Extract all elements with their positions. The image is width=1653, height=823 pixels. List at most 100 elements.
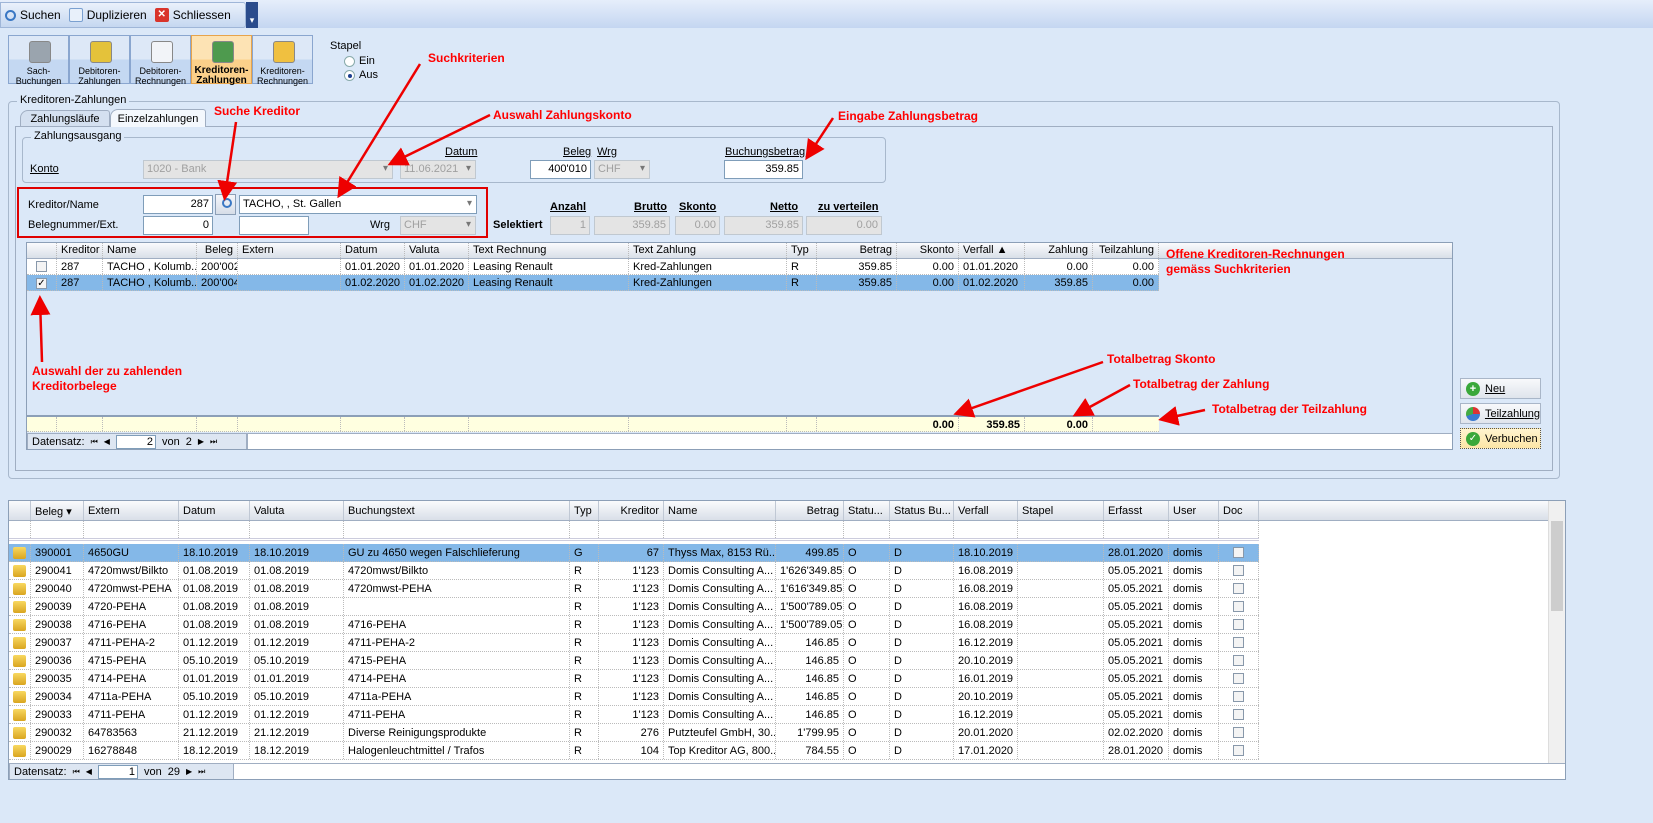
module-button-4[interactable]: Kreditoren- Rechnungen [252, 35, 313, 86]
filter-cell[interactable] [1018, 521, 1104, 538]
module-button-1[interactable]: Debitoren- Zahlungen [69, 35, 130, 86]
doc-checkbox[interactable] [1233, 691, 1244, 702]
column-header[interactable]: Valuta [405, 243, 469, 258]
table-row[interactable]: 290041 4720mwst/Bilkto 01.08.2019 01.08.201… [9, 562, 1259, 580]
scrollbar-thumb[interactable] [1551, 521, 1563, 611]
table-row[interactable]: 287 TACHO , Kolumb... 200'002 01.01.2020 01.… [27, 259, 1159, 275]
column-header[interactable]: Betrag [776, 501, 844, 520]
select-checkbox[interactable] [36, 261, 47, 272]
doc-cell[interactable] [1219, 742, 1259, 759]
column-header[interactable]: Zahlung [1025, 243, 1093, 258]
select-checkbox[interactable]: ✓ [36, 278, 47, 289]
filter-cell[interactable] [776, 521, 844, 538]
doc-checkbox[interactable] [1233, 637, 1244, 648]
nav-prev-button[interactable]: ◀ [103, 437, 110, 446]
column-header[interactable]: Doc [1219, 501, 1259, 520]
stapel-ein-radio[interactable]: Ein [344, 55, 378, 67]
column-header[interactable]: Betrag [817, 243, 897, 258]
column-header[interactable]: Beleg ▾ [31, 501, 84, 520]
doc-checkbox[interactable] [1233, 583, 1244, 594]
column-header[interactable]: Extern [238, 243, 341, 258]
teilzahlung-button[interactable]: Teilzahlung [1460, 403, 1541, 424]
doc-cell[interactable] [1219, 598, 1259, 615]
column-header[interactable]: Text Rechnung [469, 243, 629, 258]
filter-cell[interactable] [250, 521, 344, 538]
nav-last-button[interactable]: ⏭ [209, 436, 218, 446]
buchungsbetrag-input[interactable]: 359.85 [724, 160, 803, 179]
doc-cell[interactable] [1219, 562, 1259, 579]
filter-cell[interactable] [954, 521, 1018, 538]
column-header[interactable]: Verfall ▲ [959, 243, 1025, 258]
column-header[interactable]: Valuta [250, 501, 344, 520]
column-header[interactable]: Skonto [897, 243, 959, 258]
doc-checkbox[interactable] [1233, 745, 1244, 756]
doc-cell[interactable] [1219, 724, 1259, 741]
doc-checkbox[interactable] [1233, 601, 1244, 612]
filter-cell[interactable] [844, 521, 890, 538]
column-header[interactable]: Teilzahlung [1093, 243, 1159, 258]
filter-cell[interactable] [1219, 521, 1259, 538]
column-header[interactable]: Statu... [844, 501, 890, 520]
table-row[interactable]: 290034 4711a-PEHA 05.10.2019 05.10.2019 4711… [9, 688, 1259, 706]
column-header[interactable]: Buchungstext [344, 501, 570, 520]
extern-input[interactable] [239, 216, 309, 235]
neu-button[interactable]: + Neu [1460, 378, 1541, 399]
datum-picker[interactable]: 11.06.2021 [400, 160, 476, 179]
column-header[interactable]: Typ [787, 243, 817, 258]
doc-checkbox[interactable] [1233, 655, 1244, 666]
filter-cell[interactable] [599, 521, 664, 538]
table-row[interactable]: 390001 4650GU 18.10.2019 18.10.2019 GU zu 46… [9, 544, 1259, 562]
duplicate-button[interactable]: Duplizieren [68, 8, 147, 22]
filter-cell[interactable] [179, 521, 250, 538]
beleg-input[interactable]: 400'010 [530, 160, 591, 179]
vertical-scrollbar[interactable] [1548, 501, 1565, 763]
column-header[interactable]: Typ [570, 501, 599, 520]
table-row[interactable]: 290037 4711-PEHA-2 01.12.2019 01.12.2019 471… [9, 634, 1259, 652]
verbuchen-button[interactable]: ✓ Verbuchen [1460, 428, 1541, 449]
column-header[interactable]: Datum [341, 243, 405, 258]
doc-cell[interactable] [1219, 580, 1259, 597]
nav-next-button[interactable]: ▶ [185, 767, 193, 776]
column-header[interactable]: Text Zahlung [629, 243, 787, 258]
search-button[interactable]: Suchen [5, 8, 61, 22]
filter-cell[interactable] [1169, 521, 1219, 538]
doc-checkbox[interactable] [1233, 565, 1244, 576]
filter-cell[interactable] [664, 521, 776, 538]
table-row[interactable]: 290036 4715-PEHA 05.10.2019 05.10.2019 4715-… [9, 652, 1259, 670]
toolbar-overflow-button[interactable]: ▾ [246, 2, 258, 28]
doc-cell[interactable] [1219, 652, 1259, 669]
record-input[interactable]: 2 [115, 434, 156, 449]
kreditor-name-select[interactable]: TACHO, , St. Gallen [239, 195, 477, 214]
table-row[interactable]: 290038 4716-PEHA 01.08.2019 01.08.2019 4716-… [9, 616, 1259, 634]
tab-zahlungslaeufe[interactable]: Zahlungsläufe [20, 110, 110, 127]
column-header[interactable]: Beleg [197, 243, 238, 258]
nav-first-button[interactable]: ⏮ [72, 766, 80, 776]
checkbox-cell[interactable] [27, 259, 57, 274]
column-header[interactable] [27, 243, 57, 258]
doc-checkbox[interactable] [1233, 673, 1244, 684]
belegnummer-input[interactable]: 0 [143, 216, 213, 235]
doc-checkbox[interactable] [1233, 619, 1244, 630]
column-header[interactable]: Name [103, 243, 197, 258]
nav-first-button[interactable]: ⏮ [90, 436, 98, 446]
doc-cell[interactable] [1219, 688, 1259, 705]
konto-select[interactable]: 1020 - Bank [143, 160, 393, 179]
column-header[interactable]: Stapel [1018, 501, 1104, 520]
column-header[interactable]: Datum [179, 501, 250, 520]
doc-checkbox[interactable] [1233, 709, 1244, 720]
checkbox-cell[interactable]: ✓ [27, 275, 57, 290]
table-row[interactable]: 290040 4720mwst-PEHA 01.08.2019 01.08.2019 4… [9, 580, 1259, 598]
column-header[interactable]: Extern [84, 501, 179, 520]
filter-cell[interactable] [890, 521, 954, 538]
kreditor-input[interactable]: 287 [143, 195, 213, 214]
doc-cell[interactable] [1219, 544, 1259, 561]
filter-cell[interactable] [84, 521, 179, 538]
nav-next-button[interactable]: ▶ [197, 437, 204, 446]
doc-checkbox[interactable] [1233, 547, 1244, 558]
tab-einzelzahlungen[interactable]: Einzelzahlungen [110, 109, 206, 127]
column-header[interactable]: Verfall [954, 501, 1018, 520]
filter-cell[interactable] [9, 521, 31, 538]
nav-prev-button[interactable]: ◀ [85, 767, 92, 776]
doc-cell[interactable] [1219, 706, 1259, 723]
nav-last-button[interactable]: ⏭ [198, 766, 206, 776]
